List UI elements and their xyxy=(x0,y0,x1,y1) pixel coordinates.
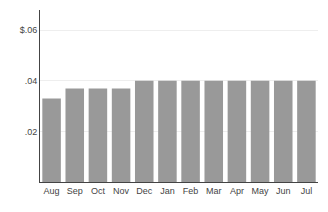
svg-text:Dec: Dec xyxy=(136,186,153,196)
svg-text:.02: .02 xyxy=(25,127,38,137)
svg-text:Jan: Jan xyxy=(160,186,175,196)
svg-text:Nov: Nov xyxy=(113,186,130,196)
svg-text:Feb: Feb xyxy=(183,186,199,196)
svg-text:Aug: Aug xyxy=(44,186,60,196)
svg-text:$.06: $.06 xyxy=(20,25,38,35)
svg-text:Apr: Apr xyxy=(230,186,244,196)
svg-text:Oct: Oct xyxy=(91,186,106,196)
svg-text:Jun: Jun xyxy=(276,186,291,196)
svg-text:May: May xyxy=(252,186,270,196)
svg-text:Jul: Jul xyxy=(301,186,313,196)
svg-text:Mar: Mar xyxy=(206,186,222,196)
svg-text:Sep: Sep xyxy=(67,186,83,196)
svg-text:.04: .04 xyxy=(25,76,38,86)
